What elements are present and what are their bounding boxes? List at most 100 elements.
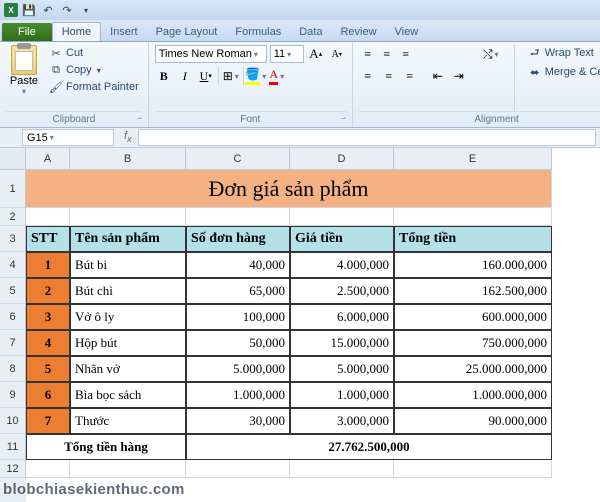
col-header[interactable]: E (394, 148, 552, 170)
align-middle-button[interactable]: ≡ (378, 45, 396, 63)
tab-file[interactable]: File (2, 23, 52, 41)
font-name-combo[interactable]: Times New Roman (155, 45, 267, 63)
price-cell[interactable]: 2.500,000 (290, 278, 394, 304)
name-cell[interactable]: Bút chì (70, 278, 186, 304)
qty-cell[interactable]: 65,000 (186, 278, 290, 304)
stt-cell[interactable]: 2 (26, 278, 70, 304)
header-price[interactable]: Giá tiền (290, 226, 394, 252)
qty-cell[interactable]: 40,000 (186, 252, 290, 278)
total-cell[interactable]: 162.500,000 (394, 278, 552, 304)
redo-icon[interactable]: ↷ (59, 2, 75, 18)
font-size-combo[interactable]: 11 (270, 45, 304, 63)
price-cell[interactable]: 15.000,000 (290, 330, 394, 356)
stt-cell[interactable]: 7 (26, 408, 70, 434)
align-left-button[interactable]: ≡ (359, 67, 377, 85)
total-cell[interactable]: 90.000,000 (394, 408, 552, 434)
font-color-button[interactable]: A (268, 67, 286, 85)
name-cell[interactable]: Hộp bút (70, 330, 186, 356)
name-cell[interactable]: Bút bi (70, 252, 186, 278)
stt-cell[interactable]: 6 (26, 382, 70, 408)
stt-cell[interactable]: 1 (26, 252, 70, 278)
decrease-indent-button[interactable]: ⇤ (429, 67, 447, 85)
qty-cell[interactable]: 1.000,000 (186, 382, 290, 408)
tab-view[interactable]: View (386, 23, 428, 41)
header-name[interactable]: Tên sản phẩm (70, 226, 186, 252)
price-cell[interactable]: 3.000,000 (290, 408, 394, 434)
save-icon[interactable]: 💾 (21, 2, 37, 18)
name-cell[interactable]: Thước (70, 408, 186, 434)
stt-cell[interactable]: 3 (26, 304, 70, 330)
qty-cell[interactable]: 50,000 (186, 330, 290, 356)
price-cell[interactable]: 6.000,000 (290, 304, 394, 330)
price-cell[interactable]: 4.000,000 (290, 252, 394, 278)
qty-cell[interactable]: 100,000 (186, 304, 290, 330)
row-header[interactable]: 11 (0, 434, 26, 460)
italic-button[interactable]: I (176, 67, 194, 85)
tab-review[interactable]: Review (331, 23, 385, 41)
total-cell[interactable]: 600.000,000 (394, 304, 552, 330)
bold-button[interactable]: B (155, 67, 173, 85)
row-header[interactable]: 12 (0, 460, 26, 478)
copy-button[interactable]: ⧉Copy▾ (46, 62, 142, 78)
wrap-text-button[interactable]: ⮐Wrap Text (525, 45, 600, 61)
formula-bar[interactable] (138, 129, 596, 146)
col-header[interactable]: D (290, 148, 394, 170)
fx-icon[interactable]: fx (124, 130, 132, 144)
fill-color-button[interactable]: 🪣 (247, 67, 265, 85)
row-header[interactable]: 1 (0, 170, 26, 208)
total-cell[interactable]: 1.000.000,000 (394, 382, 552, 408)
tab-insert[interactable]: Insert (101, 23, 147, 41)
row-header[interactable]: 10 (0, 408, 26, 434)
row-header[interactable]: 6 (0, 304, 26, 330)
stt-cell[interactable]: 4 (26, 330, 70, 356)
tab-home[interactable]: Home (52, 22, 101, 41)
paste-button[interactable]: Paste ▾ (6, 45, 42, 111)
name-cell[interactable]: Nhãn vở (70, 356, 186, 382)
row-header[interactable]: 8 (0, 356, 26, 382)
header-qty[interactable]: Số đơn hàng (186, 226, 290, 252)
name-box[interactable]: G15 (22, 129, 114, 146)
merge-center-button[interactable]: ⬌Merge & Center▾ (525, 64, 600, 80)
price-cell[interactable]: 5.000,000 (290, 356, 394, 382)
col-header[interactable]: B (70, 148, 186, 170)
total-cell[interactable]: 160.000,000 (394, 252, 552, 278)
header-stt[interactable]: STT (26, 226, 70, 252)
orientation-button[interactable]: ⤭ (478, 45, 504, 63)
tab-pagelayout[interactable]: Page Layout (147, 23, 227, 41)
format-painter-button[interactable]: 🖌Format Painter (46, 79, 142, 95)
underline-button[interactable]: U▾ (197, 67, 215, 85)
qty-cell[interactable]: 5.000,000 (186, 356, 290, 382)
row-header[interactable]: 7 (0, 330, 26, 356)
select-all-corner[interactable] (0, 148, 26, 170)
row-header[interactable]: 4 (0, 252, 26, 278)
border-button[interactable]: ⊞ (222, 67, 240, 85)
shrink-font-button[interactable]: A▾ (328, 45, 346, 63)
stt-cell[interactable]: 5 (26, 356, 70, 382)
row-header[interactable]: 9 (0, 382, 26, 408)
cut-button[interactable]: ✂Cut (46, 45, 142, 61)
total-cell[interactable]: 25.000.000,000 (394, 356, 552, 382)
footer-label[interactable]: Tổng tiền hàng (26, 434, 186, 460)
tab-data[interactable]: Data (290, 23, 331, 41)
align-bottom-button[interactable]: ≡ (397, 45, 415, 63)
align-top-button[interactable]: ≡ (359, 45, 377, 63)
price-cell[interactable]: 1.000,000 (290, 382, 394, 408)
footer-value[interactable]: 27.762.500,000 (186, 434, 552, 460)
total-cell[interactable]: 750.000,000 (394, 330, 552, 356)
increase-indent-button[interactable]: ⇥ (450, 67, 468, 85)
align-center-button[interactable]: ≡ (380, 67, 398, 85)
qat-dropdown-icon[interactable]: ▾ (78, 2, 94, 18)
align-right-button[interactable]: ≡ (401, 67, 419, 85)
name-cell[interactable]: Bìa bọc sách (70, 382, 186, 408)
grow-font-button[interactable]: A▴ (307, 45, 325, 63)
col-header[interactable]: C (186, 148, 290, 170)
row-header[interactable]: 2 (0, 208, 26, 226)
title-cell[interactable]: Đơn giá sản phẩm (26, 170, 552, 208)
header-total[interactable]: Tổng tiền (394, 226, 552, 252)
col-header[interactable]: A (26, 148, 70, 170)
undo-icon[interactable]: ↶ (40, 2, 56, 18)
name-cell[interactable]: Vở ô ly (70, 304, 186, 330)
tab-formulas[interactable]: Formulas (226, 23, 290, 41)
row-header[interactable]: 5 (0, 278, 26, 304)
row-header[interactable]: 3 (0, 226, 26, 252)
